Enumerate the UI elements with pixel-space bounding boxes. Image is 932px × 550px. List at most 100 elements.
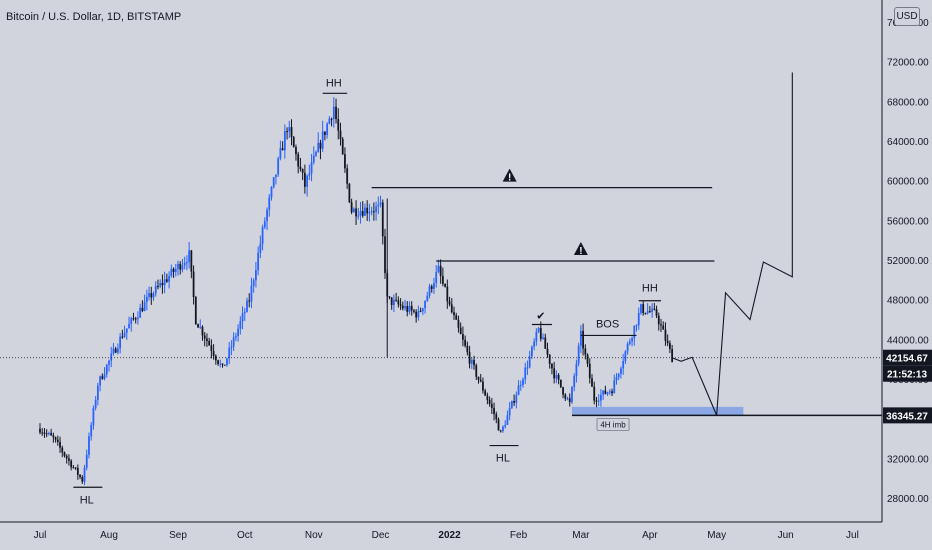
candle [117,343,119,355]
candle [473,355,475,370]
candle [226,357,228,367]
candle [457,315,460,333]
candle [70,459,73,471]
candle [415,309,418,323]
currency-button[interactable]: USD [894,7,920,26]
candle [123,325,126,338]
candle [54,436,57,443]
candle [644,312,647,315]
candle [310,153,313,182]
candle [295,144,297,161]
candle [112,343,115,356]
candle [475,363,478,380]
candle [188,241,191,269]
candle [553,361,556,384]
candle [199,319,202,330]
y-tick-label-0: 28000.00 [887,494,929,505]
candle [152,291,155,301]
candle [615,373,618,385]
candle [417,305,420,321]
candle [395,292,398,302]
candle [408,301,411,315]
candle [669,340,671,354]
symbol-title: Bitcoin / U.S. Dollar, 1D, BITSTAMP [6,11,182,23]
candle [620,366,622,379]
candle [143,294,146,312]
y-tick-label-6: 52000.00 [887,256,929,267]
candle [268,194,271,217]
candle [595,396,598,408]
candle [177,260,179,276]
candle [170,264,173,278]
candle [626,341,629,355]
candle [94,395,97,411]
x-tick-label-2: Sep [169,530,187,541]
low-label-jul: HL [80,494,94,506]
candle [246,297,248,313]
candle [426,291,429,302]
candle [593,381,596,405]
y-tick-label-10: 68000.00 [887,97,929,108]
countdown-label: 21:52:13 [883,365,932,382]
candle [424,300,426,314]
candle [50,428,53,436]
candle [444,283,446,288]
candle [312,146,315,165]
candle [61,445,64,458]
candle [252,278,255,293]
candle [399,298,402,310]
candle [114,346,117,354]
candle [352,207,355,213]
candle [646,303,649,315]
candle [299,157,302,172]
candle [335,98,337,124]
candle [208,337,211,346]
candle [413,309,415,314]
candle [326,122,329,139]
candle [72,465,75,469]
candle [364,203,366,217]
candle [297,151,300,174]
projected-path [671,72,793,416]
candle [45,429,48,438]
y-tick-label-11: 72000.00 [887,58,929,69]
candle [290,119,293,146]
candle [635,324,638,332]
x-tick-label-5: Dec [372,530,390,541]
candle [163,271,166,294]
candle [377,196,380,215]
candle [502,425,504,433]
candle [139,303,142,318]
candle [48,431,50,436]
candle [137,311,139,325]
candle [221,363,224,368]
x-tick-label-1: Aug [100,530,118,541]
candle [172,267,175,278]
candle [566,396,569,401]
y-tick-label-7: 56000.00 [887,216,929,227]
candle [168,271,170,289]
candle [524,362,527,384]
candle [217,359,219,366]
candle [83,464,86,486]
candle [192,265,195,305]
candle [551,363,553,375]
candle [544,333,547,349]
candle [161,274,164,294]
candle [653,303,656,311]
candle [210,339,213,359]
candle [219,359,222,368]
candle [622,353,625,375]
candle [263,217,266,230]
candle [301,168,304,181]
candle [617,372,620,381]
candle [608,389,611,395]
candle [257,246,260,276]
x-tick-label-9: Apr [642,530,658,541]
candle [206,333,208,347]
candle [582,323,584,356]
warning-icon: ! [502,168,517,184]
candle [279,140,282,161]
